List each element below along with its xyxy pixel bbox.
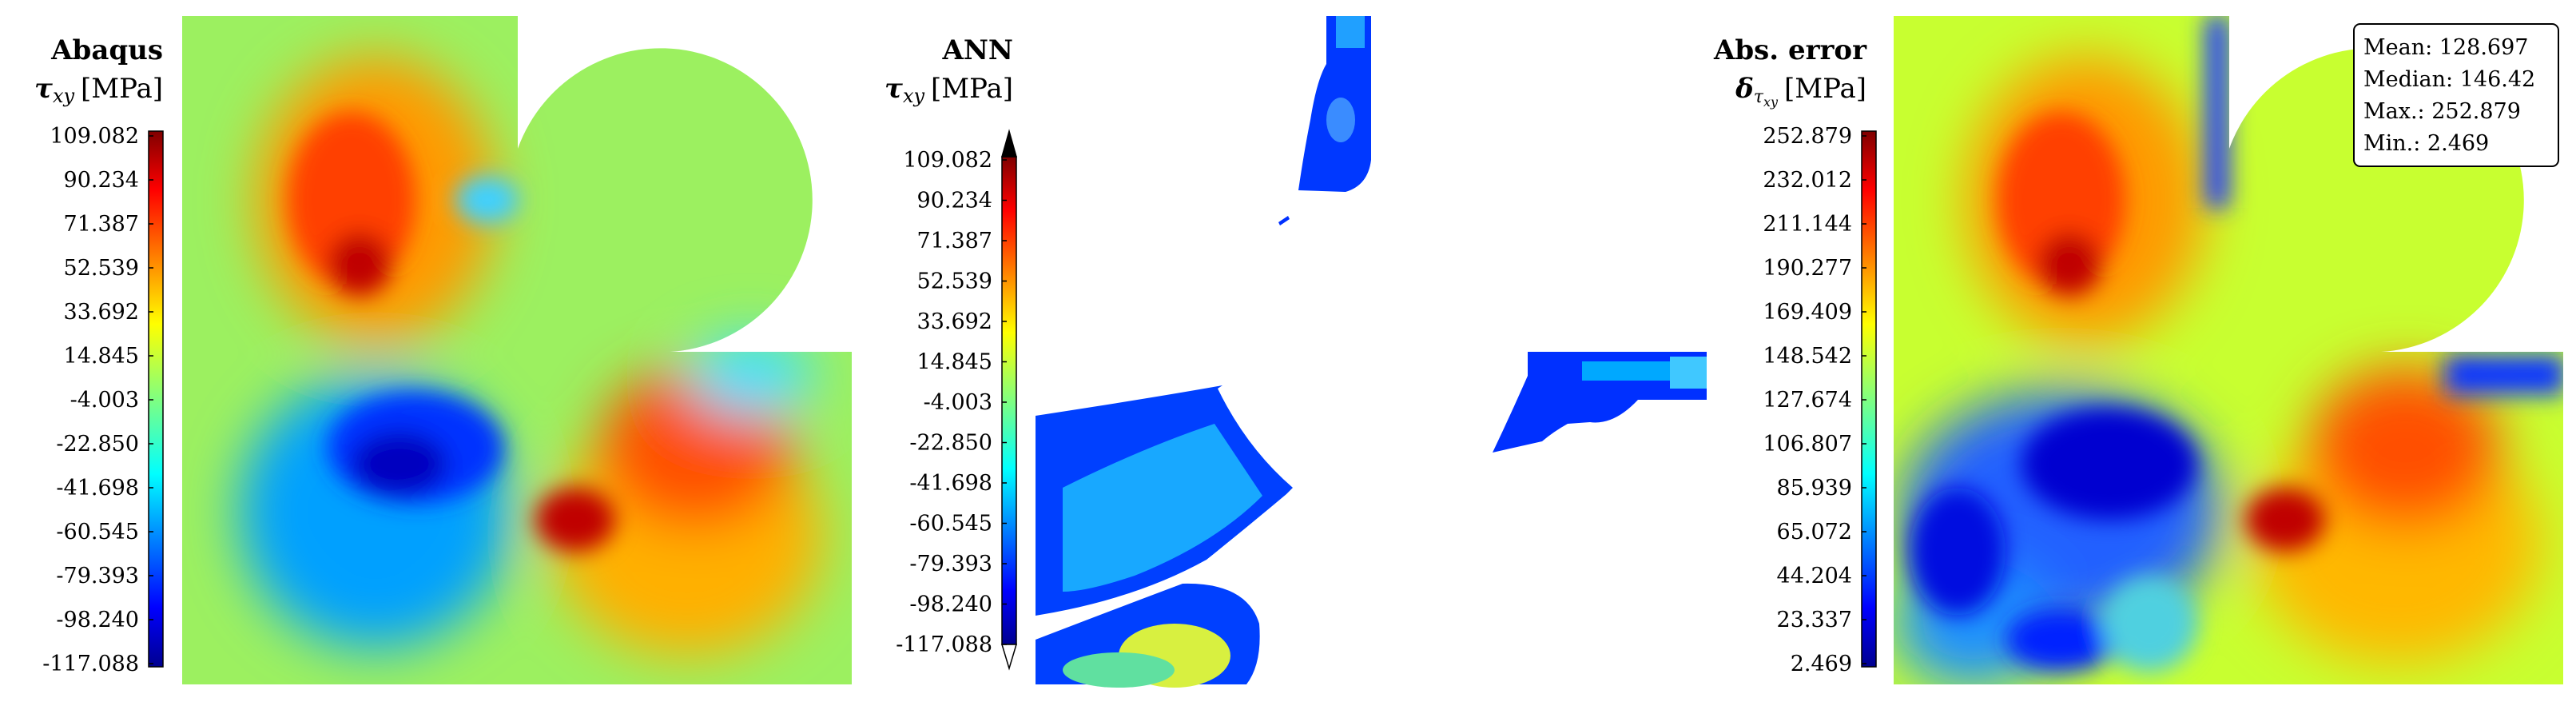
- error-stats-box: Mean: 128.697 Median: 146.42 Max.: 252.8…: [2353, 23, 2559, 167]
- colorbar-tick-label: -22.850: [909, 431, 992, 456]
- error-colorbar: [1861, 130, 1877, 668]
- colorbar-tick-label: 65.072: [1777, 520, 1852, 544]
- colorbar-tick-label: -60.545: [56, 520, 139, 544]
- stats-min: Min.: 2.469: [2363, 131, 2489, 156]
- ann-colorbar-arrow-top: [1001, 129, 1017, 158]
- colorbar-tick-label: 190.277: [1763, 256, 1852, 281]
- abaqus-colorbar: [148, 130, 164, 668]
- colorbar-tick-label: 52.539: [64, 256, 139, 281]
- colorbar-tick-label: -60.545: [909, 512, 992, 536]
- error-panel: 252.879 232.012 211.144 190.277 169.409 148.5…: [1713, 16, 2563, 684]
- colorbar-tick-label: 169.409: [1763, 300, 1852, 325]
- colorbar-tick-label: -41.698: [909, 471, 992, 496]
- ann-colorbar-arrow-bottom: [1000, 644, 1018, 671]
- colorbar-tick-label: -79.393: [909, 552, 992, 576]
- colorbar-tick-label: -117.088: [896, 632, 992, 657]
- colorbar-tick-label: 106.807: [1763, 432, 1852, 457]
- abaqus-contour-field: [182, 16, 852, 684]
- error-quantity-label: δτxy [MPa]: [1735, 73, 1866, 110]
- ann-colorbar: [1000, 129, 1018, 671]
- ann-quantity-label: τxy [MPa]: [885, 73, 1013, 107]
- colorbar-tick-label: 33.692: [64, 300, 139, 325]
- stats-max: Max.: 252.879: [2363, 99, 2521, 124]
- colorbar-tick-label: -98.240: [56, 608, 139, 632]
- colorbar-tick-label: -4.003: [924, 390, 992, 415]
- colorbar-tick-label: 109.082: [50, 124, 139, 149]
- error-title: Abs. error: [1713, 34, 1867, 66]
- colorbar-tick-label: -41.698: [56, 476, 139, 501]
- colorbar-tick-label: -117.088: [42, 652, 139, 676]
- colorbar-tick-label: -79.393: [56, 564, 139, 588]
- ann-panel: 109.082 90.234 71.387 52.539 33.692 14.845 -4.…: [885, 16, 1707, 688]
- colorbar-tick-label: 109.082: [903, 148, 992, 173]
- colorbar-tick-label: -22.850: [56, 432, 139, 457]
- abaqus-panel: 109.082 90.234 71.387 52.539 33.692 14.845 -4.…: [34, 16, 852, 684]
- colorbar-tick-label: 85.939: [1777, 476, 1852, 501]
- colorbar-tick-label: 2.469: [1791, 652, 1852, 676]
- stats-median: Median: 146.42: [2363, 67, 2535, 92]
- colorbar-tick-label: 127.674: [1763, 388, 1852, 413]
- colorbar-tick-label: 90.234: [64, 168, 139, 193]
- colorbar-tick-label: 14.845: [64, 344, 139, 369]
- ann-region-top-inner: [1336, 16, 1365, 48]
- colorbar-tick-label: 52.539: [917, 269, 992, 294]
- colorbar-tick-label: 44.204: [1777, 564, 1852, 588]
- error-colorbar-ticks: 252.879 232.012 211.144 190.277 169.409 148.5…: [1763, 124, 1866, 676]
- abaqus-title: Abaqus: [50, 34, 163, 66]
- colorbar-tick-label: -4.003: [70, 388, 139, 413]
- colorbar-tick-label: 14.845: [917, 350, 992, 375]
- colorbar-tick-label: 148.542: [1763, 344, 1852, 369]
- colorbar-tick-label: 71.387: [64, 212, 139, 237]
- colorbar-tick-label: 211.144: [1763, 212, 1852, 237]
- colorbar-tick-label: -98.240: [909, 592, 992, 617]
- ann-title: ANN: [941, 34, 1013, 66]
- colorbar-tick-label: 33.692: [917, 309, 992, 334]
- colorbar-tick-label: 23.337: [1777, 608, 1852, 632]
- abaqus-colorbar-ticks: 109.082 90.234 71.387 52.539 33.692 14.845 -4.…: [42, 124, 153, 676]
- stats-mean: Mean: 128.697: [2363, 35, 2528, 60]
- colorbar-tick-label: 90.234: [917, 189, 992, 213]
- ann-region-dash: [1278, 216, 1290, 225]
- colorbar-tick-label: 252.879: [1763, 124, 1852, 149]
- colorbar-tick-label: 71.387: [917, 229, 992, 253]
- colorbar-tick-label: 232.012: [1763, 168, 1852, 193]
- ann-colorbar-ticks: 109.082 90.234 71.387 52.539 33.692 14.845 -4.…: [896, 148, 1007, 657]
- abaqus-quantity-label: τxy [MPa]: [34, 73, 163, 107]
- ann-contour-field: [1036, 16, 1707, 688]
